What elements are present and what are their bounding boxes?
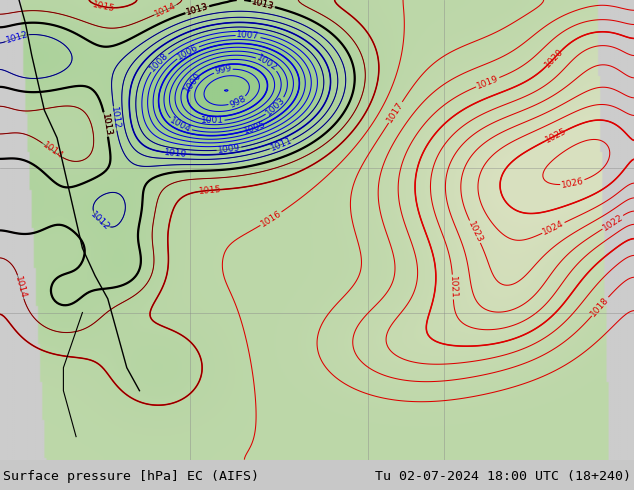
Text: 1011: 1011 <box>269 136 294 153</box>
Text: 1000: 1000 <box>183 70 204 94</box>
Text: 1013: 1013 <box>250 0 275 11</box>
Text: 1012: 1012 <box>109 106 121 130</box>
Text: 1014: 1014 <box>13 275 28 299</box>
Text: 1024: 1024 <box>541 219 566 237</box>
Text: 1008: 1008 <box>148 51 171 74</box>
Text: Surface pressure [hPa] EC (AIFS): Surface pressure [hPa] EC (AIFS) <box>3 470 259 483</box>
Text: 1013: 1013 <box>250 0 275 11</box>
Text: 1001: 1001 <box>200 116 224 125</box>
Text: 1005: 1005 <box>242 120 267 136</box>
Text: 1025: 1025 <box>543 126 568 145</box>
Text: 1020: 1020 <box>543 47 566 70</box>
Text: 1016: 1016 <box>259 209 283 229</box>
Text: Tu 02-07-2024 18:00 UTC (18+240): Tu 02-07-2024 18:00 UTC (18+240) <box>375 470 631 483</box>
Text: 1018: 1018 <box>589 295 611 318</box>
Text: 1010: 1010 <box>164 148 188 159</box>
Text: 1006: 1006 <box>176 43 200 62</box>
Text: 1013: 1013 <box>185 2 209 17</box>
Text: 1012: 1012 <box>4 29 29 45</box>
Text: 999: 999 <box>214 64 233 76</box>
Text: 1009: 1009 <box>217 143 241 155</box>
Text: 1012: 1012 <box>88 210 111 232</box>
Text: 1017: 1017 <box>385 100 406 124</box>
Text: 1013: 1013 <box>185 2 209 17</box>
Text: 998: 998 <box>228 94 247 109</box>
Text: 1022: 1022 <box>601 212 624 232</box>
Text: 1015: 1015 <box>92 0 116 13</box>
Text: 1019: 1019 <box>476 74 500 91</box>
Text: 1013: 1013 <box>100 112 112 137</box>
Text: 1014: 1014 <box>153 1 178 19</box>
Text: 1023: 1023 <box>466 220 484 244</box>
Text: 1014: 1014 <box>41 140 65 161</box>
Text: 1013: 1013 <box>100 112 112 137</box>
Text: 1026: 1026 <box>560 176 585 190</box>
Text: 1015: 1015 <box>198 185 222 196</box>
Text: 1002: 1002 <box>255 53 279 73</box>
Text: 1003: 1003 <box>264 96 287 118</box>
Text: 1004: 1004 <box>168 116 193 135</box>
Text: 1021: 1021 <box>448 275 458 298</box>
Text: 1007: 1007 <box>236 30 260 41</box>
